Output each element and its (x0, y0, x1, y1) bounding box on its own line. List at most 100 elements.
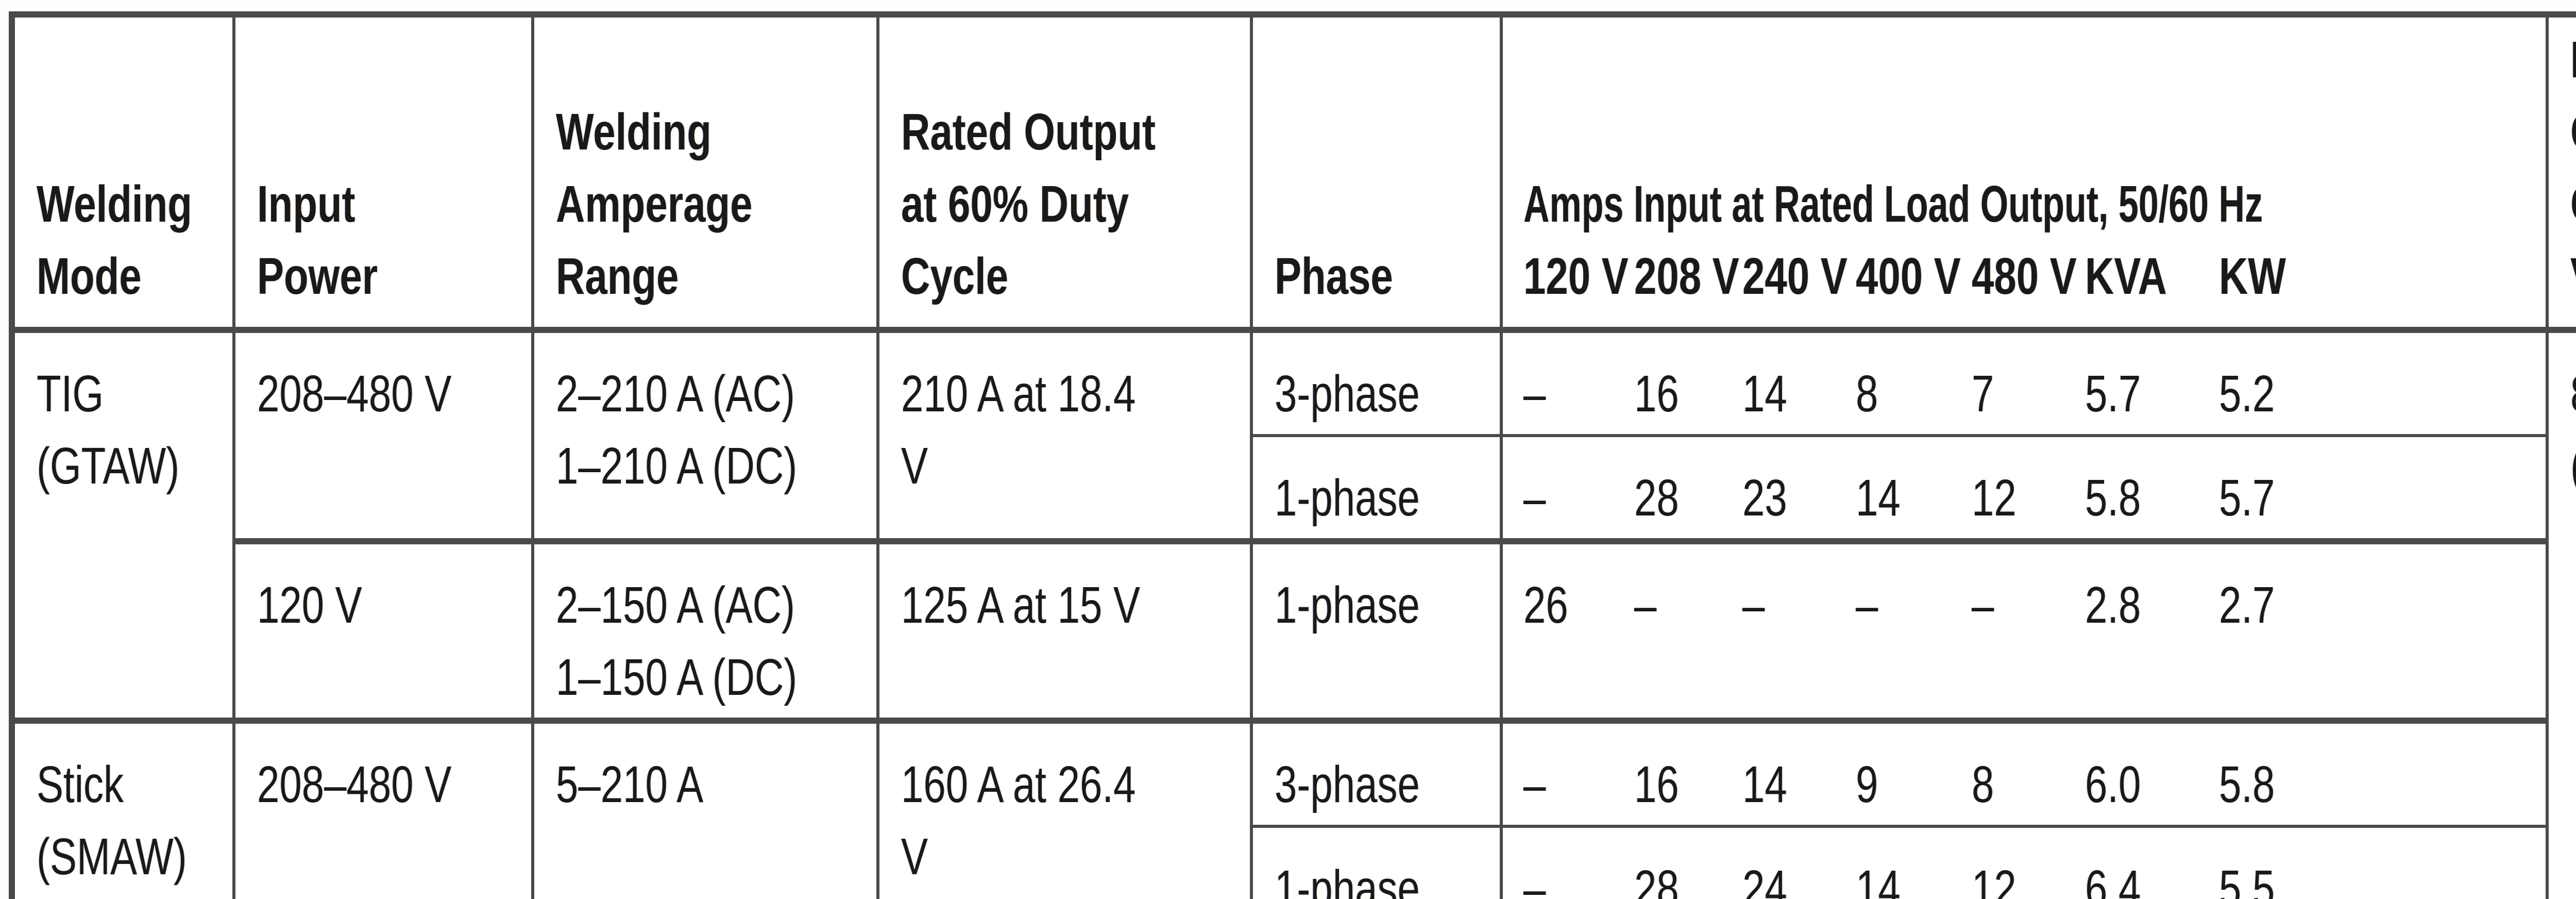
header-input-power: Input Power (232, 13, 534, 333)
welding-specifications-table: Welding Mode Input Power Welding Amperag… (9, 11, 2576, 899)
cell-tig-lv-rated-output: 125 A at 15 V (876, 538, 1253, 722)
cell-stick-hv-input-power: 208–480 V (232, 718, 534, 899)
tig-lv-amperage-range-text: 2–150 A (AC) 1–150 A (DC) (556, 576, 798, 706)
amps-120v-value: – (1523, 469, 1546, 527)
header-amps-input-title: Amps Input at Rated Load Output, 50/60 H… (1523, 175, 2263, 233)
amps-kva-value: 6.4 (2085, 860, 2141, 899)
stick-hv-3phase-phase-text: 3-phase (1275, 756, 1420, 813)
header-amps-400v: 400 V (1856, 247, 1961, 305)
tig-lv-rated-output-text: 125 A at 15 V (901, 576, 1141, 634)
header-amps-480v: 480 V (1972, 247, 2077, 305)
amps-480v-value: 12 (1972, 860, 2016, 899)
cell-tig-lv-amps: 26 – – – – 2.8 2.7 (1500, 538, 2549, 722)
header-welding-mode: Welding Mode (10, 13, 235, 333)
tig-lv-phase-text: 1-phase (1275, 576, 1420, 634)
cell-max-ocv-value: 80 VDC (30 VDC*) (2546, 327, 2576, 899)
row-stick-hv-1phase: 1-phase – 28 24 14 12 6.4 5.5 (12, 825, 2576, 899)
stick-hv-1phase-phase-text: 1-phase (1275, 860, 1420, 899)
cell-tig-lv-phase: 1-phase (1250, 538, 1503, 722)
amps-400v-value: 9 (1856, 756, 1878, 813)
cell-tig-hv-3phase-phase: 3-phase (1250, 327, 1503, 437)
amps-120v-value: 26 (1523, 576, 1568, 634)
amps-kva-value: 6.0 (2085, 756, 2141, 813)
stick-hv-rated-output-text: 160 A at 26.4 V (901, 756, 1136, 886)
header-amperage-range: Welding Amperage Range (531, 13, 879, 333)
amps-208v-value: 16 (1634, 365, 1679, 423)
cell-tig-lv-amperage-range: 2–150 A (AC) 1–150 A (DC) (531, 538, 879, 722)
header-max-ocv-label: Max. Open- Circuit Voltage (2570, 24, 2576, 312)
cell-stick-hv-1phase-amps: – 28 24 14 12 6.4 5.5 (1500, 825, 2549, 899)
amps-240v-value: 24 (1742, 860, 1787, 899)
tig-hv-3phase-phase-text: 3-phase (1275, 365, 1420, 423)
amps-240v-value: 14 (1742, 365, 1787, 423)
amps-120v-value: – (1523, 365, 1546, 423)
amps-480v-value: 12 (1972, 469, 2016, 527)
cell-stick-hv-amperage-range: 5–210 A (531, 718, 879, 899)
cell-mode-stick: Stick (SMAW) (10, 718, 235, 899)
header-welding-mode-label: Welding Mode (37, 175, 192, 305)
header-rated-output-label: Rated Output at 60% Duty Cycle (901, 103, 1156, 305)
amps-kva-value: 5.8 (2085, 469, 2141, 527)
header-phase-label: Phase (1275, 247, 1393, 305)
row-stick-hv-3phase: Stick (SMAW) 208–480 V 5–210 A 160 A at … (10, 718, 2576, 899)
header-amps-240v: 240 V (1742, 247, 1848, 305)
cell-tig-lv-input-power: 120 V (232, 538, 534, 722)
amps-400v-value: 14 (1856, 860, 1901, 899)
cell-tig-hv-input-power: 208–480 V (232, 327, 534, 543)
amps-400v-value: – (1856, 576, 1878, 634)
amps-120v-value: – (1523, 860, 1546, 899)
amps-kw-value: 5.7 (2219, 469, 2275, 527)
amps-208v-value: 28 (1634, 469, 1679, 527)
tig-hv-input-power-text: 208–480 V (257, 365, 452, 423)
row-tig-lv-1phase: 120 V 2–150 A (AC) 1–150 A (DC) 125 A at… (12, 538, 2576, 722)
cell-tig-hv-1phase-amps: – 28 23 14 12 5.8 5.7 (1500, 434, 2549, 543)
header-rated-output: Rated Output at 60% Duty Cycle (876, 13, 1253, 333)
amps-480v-value: 8 (1972, 756, 1994, 813)
header-input-power-label: Input Power (257, 175, 378, 305)
header-amperage-range-label: Welding Amperage Range (556, 103, 753, 305)
header-amps-kw: KW (2219, 247, 2286, 305)
amps-kva-value: 5.7 (2085, 365, 2141, 423)
cell-stick-hv-3phase-amps: – 16 14 9 8 6.0 5.8 (1500, 718, 2549, 828)
row-tig-hv-3phase: TIG (GTAW) 208–480 V 2–210 A (AC) 1–210 … (10, 327, 2576, 899)
cell-tig-hv-rated-output: 210 A at 18.4 V (876, 327, 1253, 543)
amps-400v-value: 14 (1856, 469, 1901, 527)
amps-120v-value: – (1523, 756, 1546, 813)
amps-240v-value: 23 (1742, 469, 1787, 527)
amps-kw-value: 5.5 (2219, 860, 2275, 899)
amps-480v-value: 7 (1972, 365, 1994, 423)
amps-kw-value: 5.8 (2219, 756, 2275, 813)
cell-tig-hv-1phase-phase: 1-phase (1250, 434, 1503, 543)
cell-stick-hv-rated-output: 160 A at 26.4 V (876, 718, 1253, 899)
cell-stick-hv-3phase-phase: 3-phase (1250, 718, 1503, 828)
header-max-ocv: Max. Open- Circuit Voltage (2546, 13, 2576, 333)
stick-hv-amperage-range-text: 5–210 A (556, 756, 704, 813)
row-tig-hv-1phase: 1-phase – 28 23 14 12 5.8 5.7 (12, 434, 2576, 543)
amps-208v-value: – (1634, 576, 1657, 634)
amps-kw-value: 5.2 (2219, 365, 2275, 423)
header-amps-208v: 208 V (1634, 247, 1739, 305)
cell-tig-hv-amperage-range: 2–210 A (AC) 1–210 A (DC) (531, 327, 879, 543)
mode-tig-text: TIG (GTAW) (37, 365, 180, 495)
header-amps-120v: 120 V (1523, 247, 1629, 305)
amps-208v-value: 28 (1634, 860, 1679, 899)
mode-stick-text: Stick (SMAW) (37, 756, 187, 886)
tig-lv-input-power-text: 120 V (257, 576, 362, 634)
header-amps-input-group: Amps Input at Rated Load Output, 50/60 H… (1500, 13, 2549, 333)
tig-hv-amperage-range-text: 2–210 A (AC) 1–210 A (DC) (556, 365, 798, 495)
amps-400v-value: 8 (1856, 365, 1878, 423)
cell-mode-tig: TIG (GTAW) (10, 327, 235, 722)
amps-240v-value: – (1742, 576, 1765, 634)
stick-hv-input-power-text: 208–480 V (257, 756, 452, 813)
header-amps-subcolumns: 120 V 208 V 240 V 400 V 480 V KVA KW (1523, 240, 2546, 312)
header-row: Welding Mode Input Power Welding Amperag… (10, 13, 2576, 333)
amps-kva-value: 2.8 (2085, 576, 2141, 634)
tig-hv-rated-output-text: 210 A at 18.4 V (901, 365, 1136, 495)
amps-kw-value: 2.7 (2219, 576, 2275, 634)
amps-240v-value: 14 (1742, 756, 1787, 813)
cell-tig-hv-3phase-amps: – 16 14 8 7 5.7 5.2 (1500, 327, 2549, 437)
header-amps-kva: KVA (2085, 247, 2167, 305)
header-phase: Phase (1250, 13, 1503, 333)
amps-480v-value: – (1972, 576, 1994, 634)
max-ocv-value-text: 80 VDC (30 VDC*) (2570, 358, 2576, 502)
